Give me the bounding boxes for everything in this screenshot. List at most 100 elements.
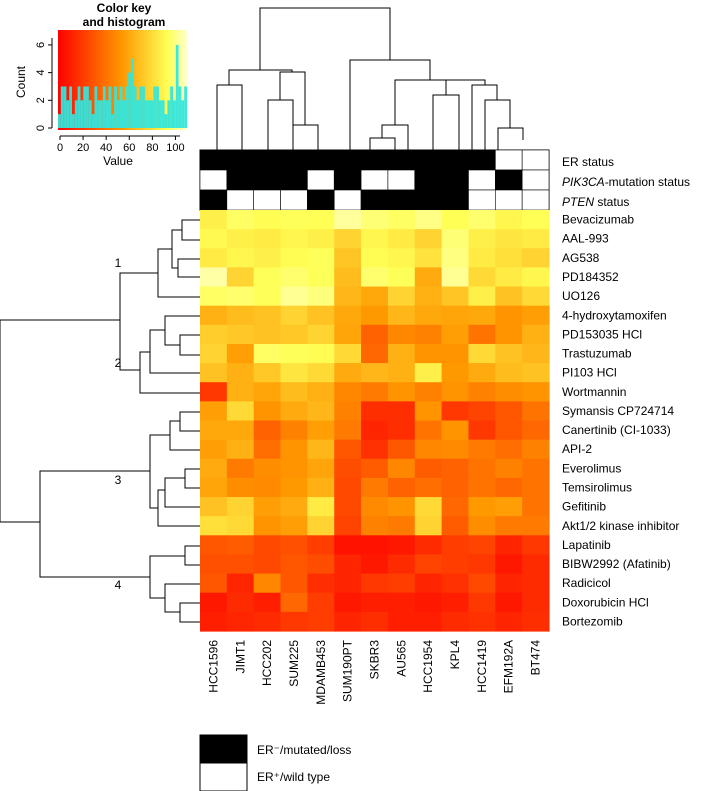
annotation-cell [307, 169, 335, 191]
heatmap-cell [495, 497, 523, 517]
heatmap-cell [495, 267, 523, 288]
heatmap-cell [495, 229, 523, 249]
heatmap-cell [468, 573, 496, 594]
heatmap-cell [522, 363, 550, 383]
legend-swatch-black [199, 734, 248, 764]
heatmap-cell [307, 210, 335, 230]
key-xtick-label: 80 [146, 142, 158, 154]
heatmap-cell [468, 343, 496, 364]
histogram-bar [142, 86, 145, 128]
histogram-bar [136, 100, 140, 128]
histogram-bar [175, 44, 179, 128]
heatmap-cell [280, 382, 308, 402]
annotation-cell [360, 169, 389, 191]
key-xtick-label: 60 [123, 142, 135, 154]
heatmap-cell [253, 343, 282, 364]
key-xtick-label: 0 [57, 142, 63, 154]
histogram-bar [130, 58, 134, 129]
histogram-bar [178, 86, 182, 128]
heatmap-cell [361, 554, 389, 575]
heatmap-cell [414, 573, 443, 594]
row-label: Trastuzumab [562, 347, 632, 361]
annotation-cell [468, 149, 496, 171]
heatmap-cell [495, 324, 523, 345]
heatmap-cell [414, 343, 443, 364]
heatmap-cell [441, 535, 470, 556]
column-label: SKBR3 [368, 640, 382, 680]
heatmap-cell [495, 554, 523, 575]
key-xtick-label: 20 [77, 142, 89, 154]
heatmap-cell [441, 363, 470, 383]
heatmap-cell [334, 516, 362, 536]
heatmap-cell [361, 382, 389, 402]
histogram-bar [94, 86, 98, 128]
annotation-cell [360, 189, 389, 211]
heatmap-cell [441, 305, 470, 326]
histogram-bar [167, 100, 171, 128]
heatmap-cell [307, 420, 335, 441]
heatmap-cell [387, 458, 416, 479]
heatmap-cell [200, 554, 228, 575]
annotation-cell [280, 169, 308, 191]
heatmap-cell [361, 210, 389, 230]
heatmap-cell [226, 363, 255, 383]
heatmap-cell [414, 477, 443, 498]
col-dendro-branch [369, 137, 396, 150]
heatmap-cell [414, 535, 443, 556]
row-label: Bortezomib [562, 614, 623, 628]
heatmap-cell [361, 363, 389, 383]
histogram-bar [125, 86, 129, 128]
heatmap-cell [280, 324, 308, 345]
col-dendro-branch [293, 124, 319, 150]
heatmap-cell [495, 248, 523, 269]
heatmap-cell [468, 554, 496, 575]
heatmap-cell [522, 420, 550, 441]
heatmap-cell [387, 363, 416, 383]
annotation-cell [280, 189, 308, 211]
heatmap-cell [226, 477, 255, 498]
column-label: EFM192A [502, 640, 516, 693]
heatmap-cell [307, 573, 335, 594]
heatmap-cell [280, 401, 308, 422]
row-dendro-branch [181, 219, 200, 241]
heatmap-cell [280, 611, 308, 632]
heatmap-cell [468, 592, 496, 613]
heatmap-cell [361, 573, 389, 594]
heatmap-cell [361, 477, 389, 498]
heatmap-cell [253, 497, 282, 517]
legend-label-black: ER⁻/mutated/loss [257, 743, 351, 757]
heatmap-cell [334, 458, 362, 479]
heatmap-cell [226, 592, 255, 613]
col-dendro-branch [267, 99, 294, 150]
heatmap-cell [468, 305, 496, 326]
histogram-bar [164, 114, 168, 128]
heatmap-cell [226, 535, 255, 556]
histogram-bar [72, 114, 75, 128]
legend: ER⁻/mutated/loss ER⁺/wild type [199, 734, 351, 791]
row-label: PD153035 HCl [562, 327, 642, 341]
histogram-bar [111, 114, 115, 128]
histogram-bar [139, 86, 143, 128]
histogram-bar [114, 86, 117, 128]
annotation-cell [414, 149, 442, 171]
heatmap-cell [307, 324, 335, 345]
heatmap-cell [253, 210, 282, 230]
heatmap-cell [414, 382, 443, 402]
heatmap-cell [414, 420, 443, 441]
heatmap-cell [361, 324, 389, 345]
heatmap-cell [522, 401, 550, 422]
annotation-cell [441, 169, 469, 191]
row-label: Lapatinib [562, 538, 611, 552]
heatmap-cell [226, 286, 255, 307]
heatmap-cell [253, 286, 282, 307]
color-key-ylabel: Count [14, 65, 28, 98]
histogram-bar [144, 100, 148, 128]
row-label: AAL-993 [562, 232, 609, 246]
heatmap-cell [414, 439, 443, 460]
annotation-cell [495, 189, 523, 211]
annotation-cell [521, 149, 550, 171]
heatmap-cell [387, 439, 416, 460]
histogram-bar [69, 86, 73, 128]
heatmap-cell [414, 229, 443, 249]
key-ytick-label: 0 [35, 125, 47, 131]
